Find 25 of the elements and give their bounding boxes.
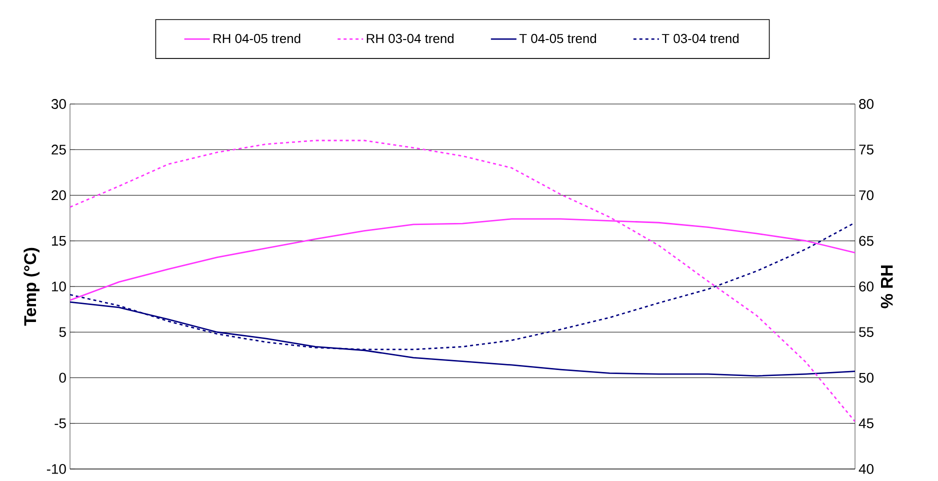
y-tick-label: 10 [52, 282, 66, 292]
legend-label: RH 03-04 trend [366, 34, 454, 44]
legend-label: RH 04-05 trend [214, 34, 300, 44]
y2-axis-title: % RH [880, 266, 893, 308]
y-tick-label: 15 [52, 236, 66, 246]
legend-label: T 03-04 trend [662, 34, 739, 44]
y2-tick-label: 80 [859, 99, 874, 109]
y2-tick-label: 65 [859, 236, 874, 246]
y2-tick-label: 45 [858, 418, 874, 428]
y2-tick-label: 55 [859, 327, 874, 337]
y2-tick-label: 50 [859, 372, 874, 383]
y2-tick-label: 70 [859, 190, 874, 200]
y-tick-label: 25 [52, 144, 66, 155]
y-tick-label: -5 [54, 418, 66, 428]
y-axis-title: Temp (°C) [24, 248, 40, 326]
y-tick-label: 30 [51, 99, 66, 109]
y-tick-label: -10 [46, 464, 66, 474]
y-tick-label: 5 [59, 327, 66, 337]
legend-label: T 04-05 trend [519, 34, 596, 44]
y-tick-label: 20 [52, 190, 66, 200]
y2-tick-label: 40 [858, 464, 874, 474]
y2-tick-label: 60 [859, 282, 874, 292]
line-series [70, 140, 856, 422]
y-tick-label: 0 [59, 372, 66, 383]
y2-tick-label: 75 [859, 144, 874, 154]
